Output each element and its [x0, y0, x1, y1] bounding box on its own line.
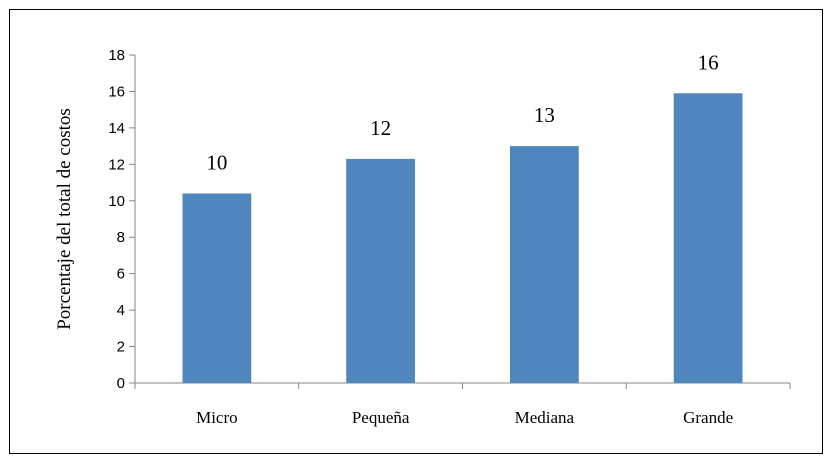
y-tick-label: 0 — [117, 375, 125, 392]
bar-micro — [182, 193, 252, 383]
y-tick-label: 8 — [117, 229, 125, 246]
y-tick-label: 4 — [117, 302, 125, 319]
data-label: 12 — [370, 116, 391, 140]
x-tick-label: Mediana — [515, 408, 575, 427]
y-tick-label: 16 — [108, 83, 125, 100]
y-tick-label: 14 — [108, 120, 125, 137]
data-label: 10 — [206, 150, 227, 174]
y-tick-label: 12 — [108, 156, 125, 173]
x-tick-label: Pequeña — [352, 408, 410, 427]
y-tick-label: 18 — [108, 47, 125, 64]
y-tick-label: 10 — [108, 193, 125, 210]
x-tick-label: Micro — [196, 408, 238, 427]
x-axis: Micro Pequeña Mediana Grande — [134, 382, 791, 427]
y-axis-title: Porcentaje del total de costos — [54, 108, 75, 330]
y-tick-label: 6 — [117, 266, 125, 283]
x-tick-label: Grande — [683, 408, 733, 427]
bar-pequeña — [346, 158, 416, 383]
bar-mediana — [509, 146, 579, 383]
y-axis: 0 2 4 6 8 10 12 14 16 18 — [108, 47, 136, 392]
data-labels: 10 12 13 16 — [206, 50, 718, 174]
bar-grande — [673, 93, 743, 384]
data-label: 16 — [698, 50, 719, 74]
y-tick-label: 2 — [117, 339, 125, 356]
data-label: 13 — [534, 103, 555, 127]
bars — [182, 93, 743, 384]
